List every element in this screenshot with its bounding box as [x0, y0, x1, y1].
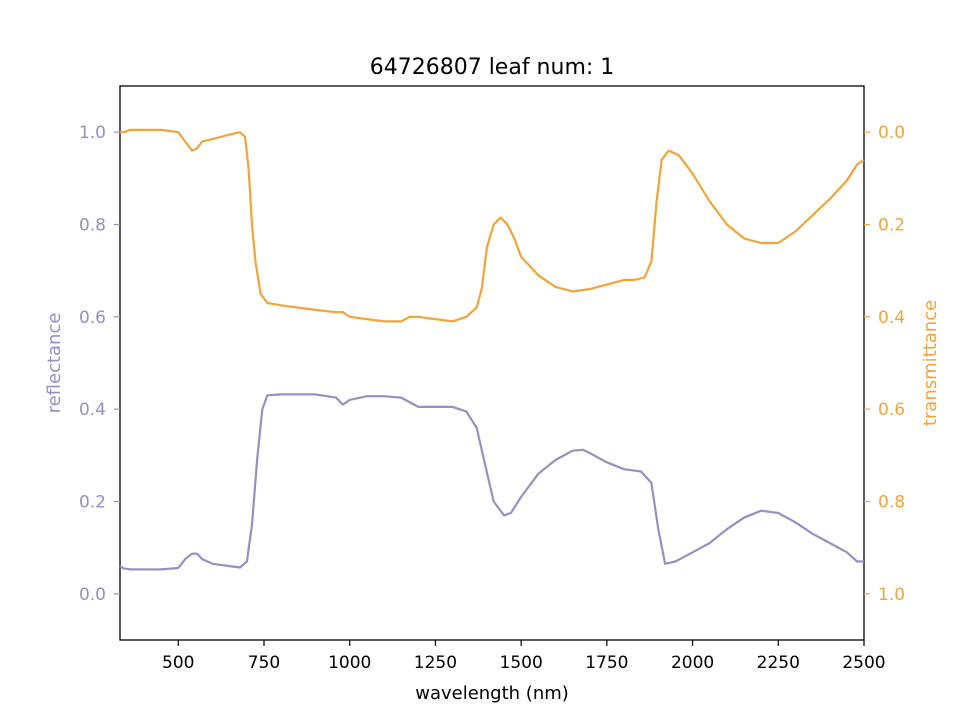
- x-tick-label: 2000: [671, 653, 714, 673]
- x-axis: 500 750 1000 1250 1500 1750 2000 2250 2500: [162, 640, 886, 673]
- left-y-tick-label: 0.6: [79, 308, 106, 328]
- right-y-axis-label: transmittance: [920, 300, 941, 426]
- x-tick-label: 1000: [328, 653, 371, 673]
- reflectance-line: [119, 393, 864, 571]
- right-y-tick-label: 0.6: [878, 400, 905, 420]
- left-y-tick-label: 1.0: [79, 123, 106, 143]
- x-tick-label: 1250: [414, 653, 457, 673]
- left-y-axis-label: reflectance: [44, 313, 65, 414]
- transmittance-line: [120, 128, 865, 323]
- right-y-axis: 0.0 0.2 0.4 0.6 0.8 1.0: [864, 123, 905, 605]
- left-y-tick-label: 0.2: [79, 493, 106, 513]
- x-tick-label: 2250: [757, 653, 800, 673]
- series-layer: [119, 128, 865, 571]
- right-y-tick-label: 0.0: [878, 123, 905, 143]
- x-tick-label: 1750: [585, 653, 628, 673]
- left-y-tick-label: 0.4: [79, 400, 106, 420]
- x-tick-label: 750: [248, 653, 280, 673]
- right-y-tick-label: 0.2: [878, 216, 905, 236]
- left-y-tick-label: 0.0: [79, 585, 106, 605]
- x-axis-label: wavelength (nm): [415, 683, 569, 704]
- left-y-tick-label: 0.8: [79, 216, 106, 236]
- right-y-tick-label: 0.4: [878, 308, 905, 328]
- chart-title: 64726807 leaf num: 1: [370, 55, 615, 80]
- x-tick-label: 1500: [500, 653, 543, 673]
- plot-frame: [119, 85, 865, 641]
- left-y-axis: 0.0 0.2 0.4 0.6 0.8 1.0: [79, 123, 120, 605]
- right-y-tick-label: 0.8: [878, 493, 905, 513]
- x-tick-label: 2500: [842, 653, 885, 673]
- x-tick-label: 500: [162, 653, 194, 673]
- right-y-tick-label: 1.0: [878, 585, 905, 605]
